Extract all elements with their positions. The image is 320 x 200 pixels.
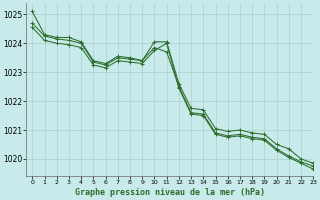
X-axis label: Graphe pression niveau de la mer (hPa): Graphe pression niveau de la mer (hPa): [75, 188, 265, 197]
